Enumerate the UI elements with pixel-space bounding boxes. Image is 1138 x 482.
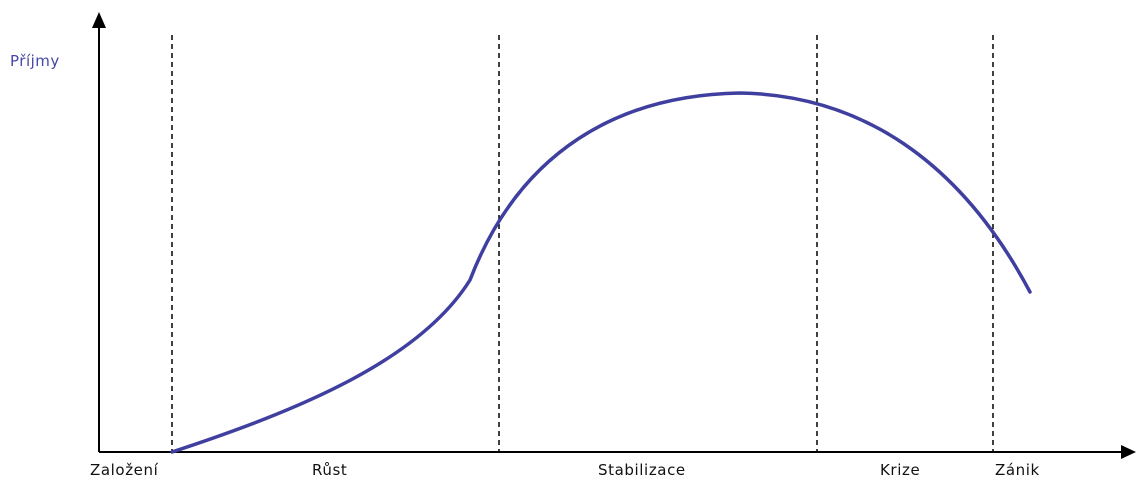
phase-label-krize: Krize (880, 461, 921, 479)
phase-label-rust: Růst (312, 461, 348, 479)
phase-label-zalozeni: Založení (90, 461, 159, 479)
phase-label-zanik: Zánik (995, 461, 1040, 479)
phase-label-stabilizace: Stabilizace (598, 461, 686, 479)
revenue-curve (170, 91, 1032, 454)
y-axis-arrow (92, 12, 106, 28)
x-axis-arrow (1121, 445, 1136, 459)
y-axis-label: Příjmy (10, 52, 60, 70)
